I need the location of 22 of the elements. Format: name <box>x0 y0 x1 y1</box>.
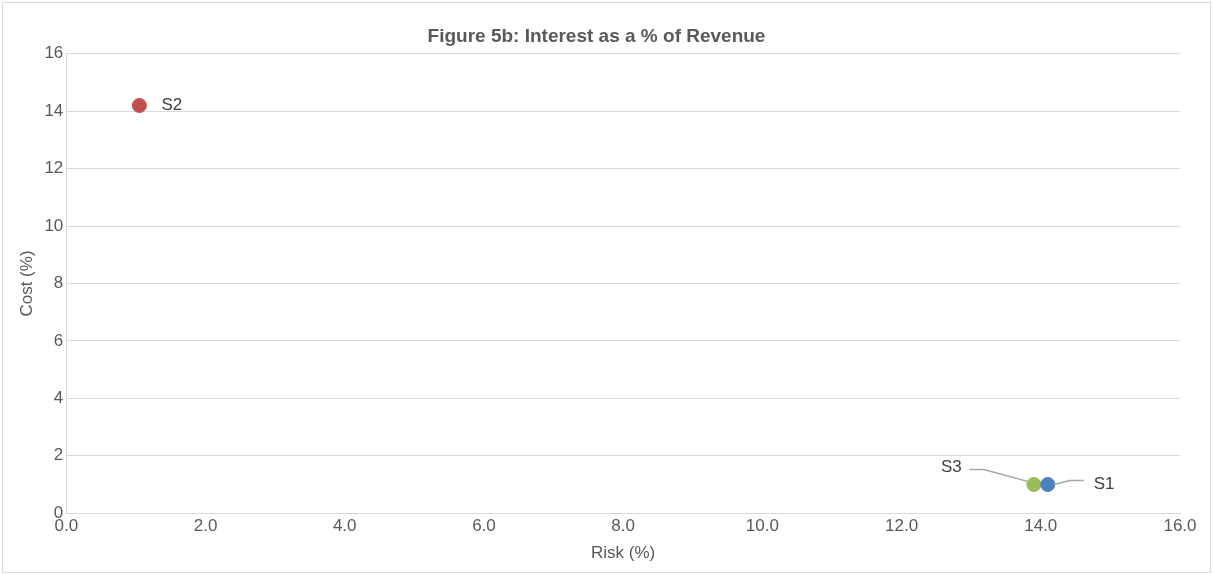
y-tick-label: 2 <box>53 445 64 465</box>
y-tick-label: 10 <box>44 215 64 235</box>
x-tick-label: 14.0 <box>1024 516 1058 536</box>
chart-title: Figure 5b: Interest as a % of Revenue <box>427 24 766 46</box>
x-tick-label: 2.0 <box>193 516 218 536</box>
x-tick-label: 4.0 <box>332 516 357 536</box>
series-label: S2 <box>161 95 183 115</box>
text: S3 <box>941 457 962 477</box>
x-axis-title: Risk (%) <box>591 543 656 563</box>
text: S1 <box>1093 474 1115 494</box>
y-tick-label: 12 <box>44 158 64 178</box>
x-tick-label: 12.0 <box>885 516 919 536</box>
y-tick-label: 14 <box>44 100 64 120</box>
x-tick-label: 16.0 <box>1163 516 1197 536</box>
x-tick-label: 10.0 <box>745 516 779 536</box>
y-axis-title: Cost (%) <box>16 250 36 317</box>
y-tick-label: 8 <box>53 273 64 293</box>
y-tick-label: 6 <box>53 330 64 350</box>
y-tick-label: 16 <box>44 43 64 63</box>
x-tick-label: 6.0 <box>472 516 496 536</box>
y-tick-label: 4 <box>53 388 64 408</box>
x-tick-label: 8.0 <box>611 516 635 536</box>
